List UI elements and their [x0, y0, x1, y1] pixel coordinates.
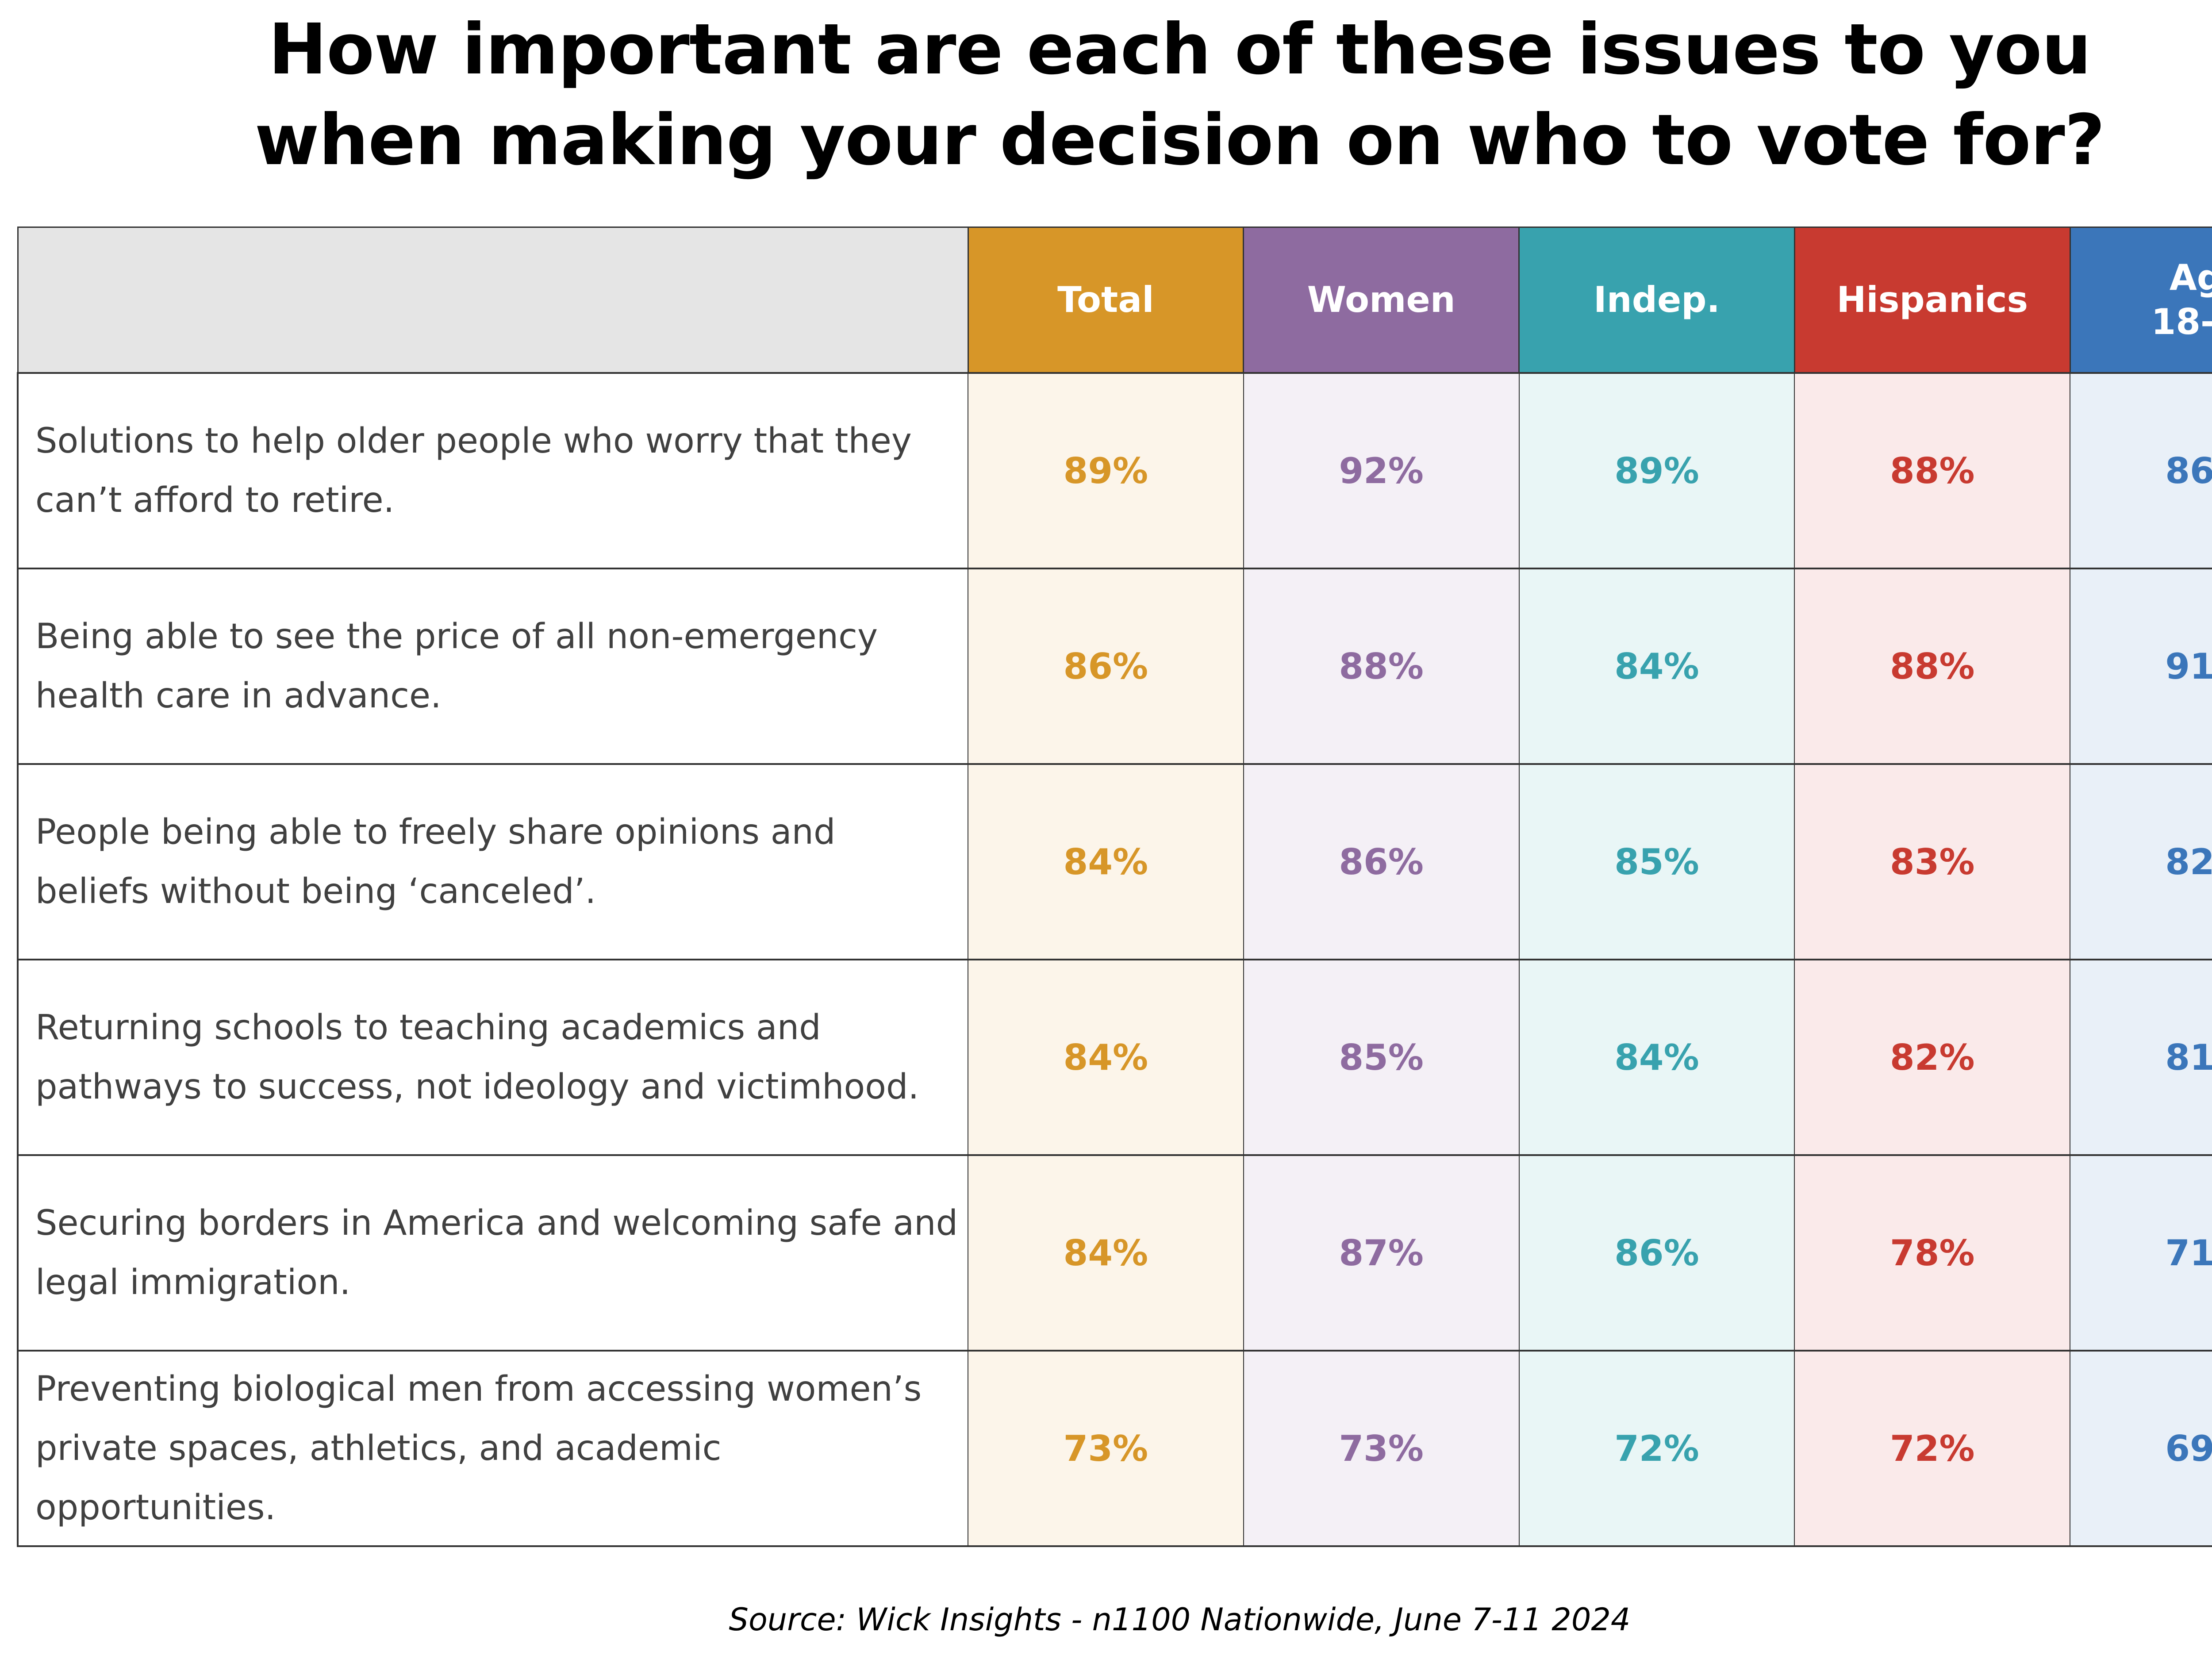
value-cell-age-18-35: 82% — [2070, 763, 2212, 960]
table-body: Solutions to help older people who worry… — [17, 372, 2212, 1547]
value-cell-indep: 84% — [1518, 959, 1795, 1156]
value-cell-total: 84% — [968, 1154, 1244, 1352]
column-header-total: Total — [967, 227, 1244, 374]
chart-title: How important are each of these issues t… — [0, 4, 2212, 186]
value-cell-indep: 85% — [1518, 763, 1795, 960]
results-table: Total Women Indep. Hispanics Age18-35 Soluti… — [17, 227, 2212, 1547]
row-label: Solutions to help older people who worry… — [17, 372, 968, 569]
value-cell-hispanics: 83% — [1794, 763, 2071, 960]
source-note: Source: Wick Insights - n1100 Nationwide… — [729, 1601, 1631, 1638]
value-cell-women: 92% — [1243, 372, 1520, 569]
value-cell-age-18-35: 69% — [2070, 1350, 2212, 1547]
column-header-hispanics: Hispanics — [1793, 227, 2071, 374]
column-header-women: Women — [1243, 227, 1520, 374]
value-cell-women: 73% — [1243, 1350, 1520, 1547]
value-cell-total: 89% — [968, 372, 1244, 569]
value-cell-hispanics: 88% — [1794, 568, 2071, 765]
table-row: Securing borders in America and welcomin… — [17, 1154, 2212, 1352]
column-header-indep: Indep. — [1518, 227, 1795, 374]
value-cell-total: 84% — [968, 763, 1244, 960]
header-row: Total Women Indep. Hispanics Age18-35 — [17, 227, 2212, 374]
column-header-label: 18-35 — [2151, 301, 2212, 342]
chart-title-line-1: How important are each of these issues t… — [268, 9, 2092, 90]
table-row: Preventing biological men from accessing… — [17, 1350, 2212, 1547]
table-row: Being able to see the price of all non-e… — [17, 568, 2212, 765]
chart-title-line-2: when making your decision on who to vote… — [254, 100, 2105, 181]
value-cell-age-18-35: 81% — [2070, 959, 2212, 1156]
value-cell-hispanics: 88% — [1794, 372, 2071, 569]
value-cell-indep: 72% — [1518, 1350, 1795, 1547]
header-blank-cell — [17, 227, 969, 374]
column-header-label: Hispanics — [1836, 279, 2028, 320]
value-cell-age-18-35: 91% — [2070, 568, 2212, 765]
value-cell-hispanics: 72% — [1794, 1350, 2071, 1547]
value-cell-total: 84% — [968, 959, 1244, 1156]
value-cell-age-18-35: 86% — [2070, 372, 2212, 569]
row-label: Returning schools to teaching academics … — [17, 959, 968, 1156]
row-label: Securing borders in America and welcomin… — [17, 1154, 968, 1352]
column-header-label: Women — [1307, 279, 1455, 320]
value-cell-indep: 86% — [1518, 1154, 1795, 1352]
row-label: Preventing biological men from accessing… — [17, 1350, 968, 1547]
value-cell-women: 86% — [1243, 763, 1520, 960]
value-cell-indep: 84% — [1518, 568, 1795, 765]
value-cell-total: 86% — [968, 568, 1244, 765]
row-label: People being able to freely share opinio… — [17, 763, 968, 960]
value-cell-hispanics: 82% — [1794, 959, 2071, 1156]
value-cell-indep: 89% — [1518, 372, 1795, 569]
column-header-label: Age — [2169, 257, 2212, 298]
value-cell-age-18-35: 71% — [2070, 1154, 2212, 1352]
table-row: Solutions to help older people who worry… — [17, 372, 2212, 569]
value-cell-women: 88% — [1243, 568, 1520, 765]
value-cell-hispanics: 78% — [1794, 1154, 2071, 1352]
column-header-age-18-35: Age18-35 — [2069, 227, 2212, 374]
row-label: Being able to see the price of all non-e… — [17, 568, 968, 765]
value-cell-women: 87% — [1243, 1154, 1520, 1352]
value-cell-women: 85% — [1243, 959, 1520, 1156]
value-cell-total: 73% — [968, 1350, 1244, 1547]
column-header-label: Total — [1057, 279, 1154, 320]
column-header-label: Indep. — [1594, 279, 1720, 320]
table-row: People being able to freely share opinio… — [17, 763, 2212, 960]
table-row: Returning schools to teaching academics … — [17, 959, 2212, 1156]
